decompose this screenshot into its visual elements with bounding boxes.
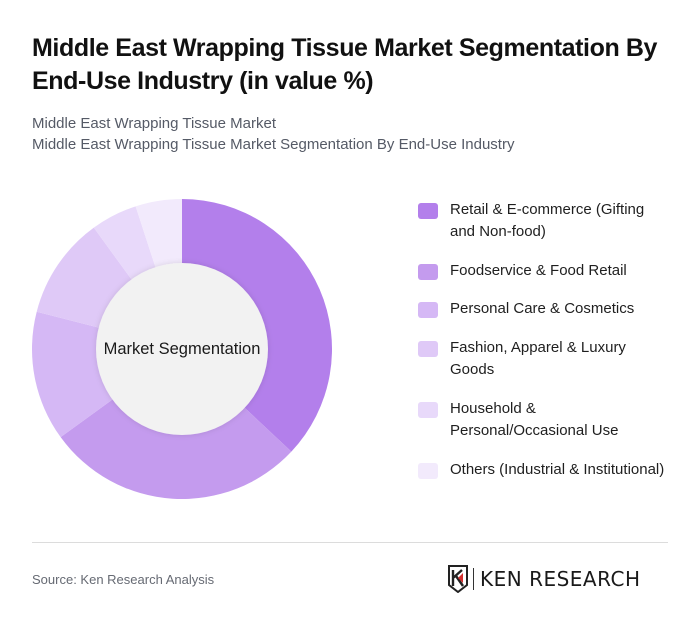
legend-swatch <box>418 302 438 318</box>
legend-item[interactable]: Fashion, Apparel & Luxury Goods <box>418 337 668 381</box>
legend-label: Fashion, Apparel & Luxury Goods <box>450 339 626 378</box>
legend-label: Household & Personal/Occasional Use <box>450 400 619 439</box>
legend-item[interactable]: Retail & E-commerce (Gifting and Non-foo… <box>418 199 668 243</box>
logo-text: KEN RESEARCH <box>480 567 641 591</box>
legend-item[interactable]: Others (Industrial & Institutional) <box>418 459 668 481</box>
source-note: Source: Ken Research Analysis <box>32 572 215 587</box>
legend-swatch <box>418 463 438 479</box>
ken-research-logo: KEN RESEARCH <box>447 565 641 593</box>
legend-label: Others (Industrial & Institutional) <box>450 461 665 478</box>
footer-divider <box>32 542 668 543</box>
subtitle-market: Middle East Wrapping Tissue Market <box>32 115 276 132</box>
donut-svg <box>32 199 332 499</box>
donut-chart: Market Segmentation <box>32 199 332 499</box>
logo-separator <box>473 568 474 590</box>
legend-item[interactable]: Household & Personal/Occasional Use <box>418 398 668 442</box>
donut-center <box>96 263 268 435</box>
ken-research-k-icon <box>448 565 468 593</box>
legend-swatch <box>418 203 438 219</box>
legend: Retail & E-commerce (Gifting and Non-foo… <box>418 199 668 481</box>
subtitle-segmentation: Middle East Wrapping Tissue Market Segme… <box>32 136 515 153</box>
legend-label: Foodservice & Food Retail <box>450 262 627 279</box>
legend-swatch <box>418 402 438 418</box>
chart-subtitle: Middle East Wrapping Tissue Market Middl… <box>32 113 514 155</box>
legend-item[interactable]: Foodservice & Food Retail <box>418 260 668 282</box>
legend-label: Personal Care & Cosmetics <box>450 300 635 317</box>
legend-swatch <box>418 341 438 357</box>
legend-label: Retail & E-commerce (Gifting and Non-foo… <box>450 201 645 240</box>
legend-item[interactable]: Personal Care & Cosmetics <box>418 298 668 320</box>
chart-title: Middle East Wrapping Tissue Market Segme… <box>32 34 658 95</box>
legend-swatch <box>418 264 438 280</box>
